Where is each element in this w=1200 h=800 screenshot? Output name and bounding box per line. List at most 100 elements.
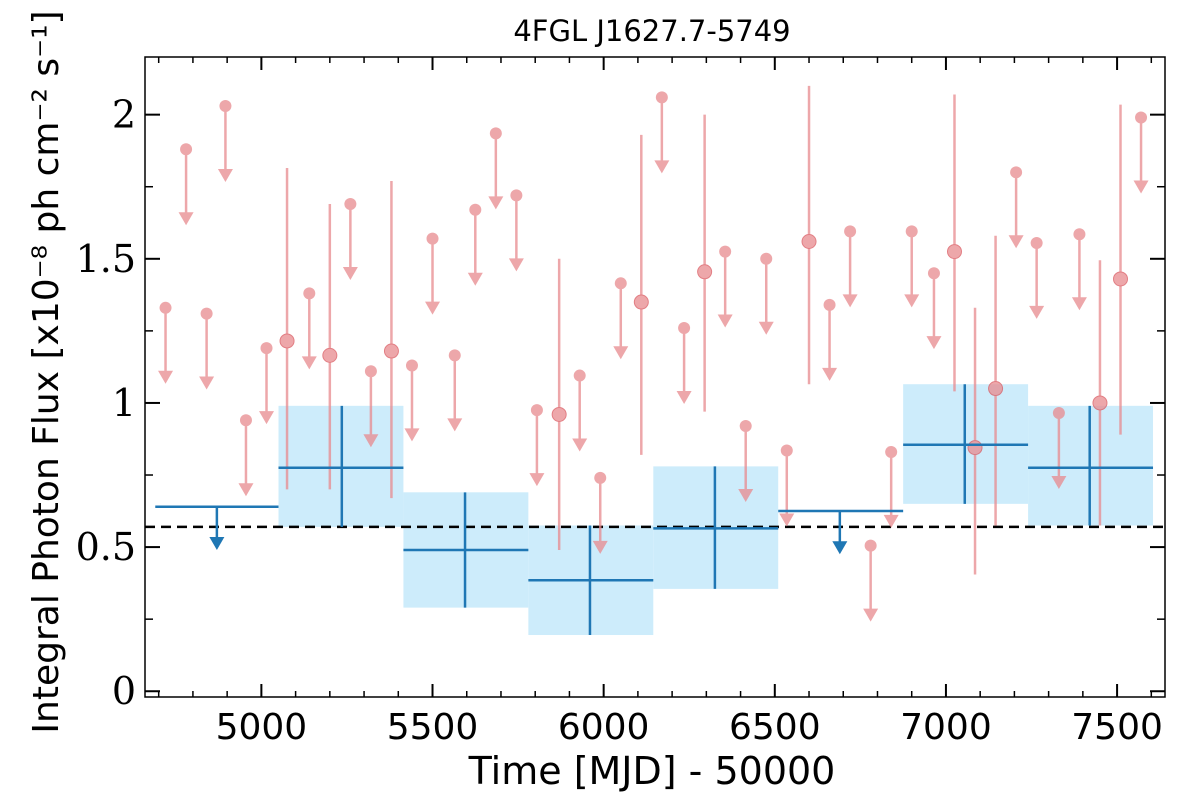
upper-limit-arrowhead	[1133, 180, 1149, 194]
upper-limit-arrowhead	[717, 314, 733, 328]
fine-bin-upper-limit	[613, 277, 629, 360]
fine-bin-upper-limit	[467, 203, 483, 286]
fine-bin-marker	[219, 100, 232, 113]
fine-bin-marker	[678, 321, 691, 334]
fine-bin-upper-limit	[717, 245, 733, 328]
upper-limit-arrowhead	[613, 346, 629, 360]
plot-frame	[144, 56, 1166, 698]
upper-limit-arrowhead	[209, 536, 225, 550]
fine-bin-upper-limit	[238, 414, 254, 497]
fine-bin-upper-limit	[425, 232, 441, 315]
fine-bin-marker	[719, 245, 732, 258]
fine-bin-upper-limit	[301, 287, 317, 370]
fine-bin-upper-limit	[822, 298, 838, 381]
upper-limit-arrowhead	[779, 513, 795, 527]
tick-labels: 5000 5500 6000 6500 7000 7500 0 0.5 1 1.5 2	[76, 93, 1163, 748]
fine-bin-upper-limit	[199, 307, 215, 390]
upper-limit-arrowhead	[363, 434, 379, 448]
upper-limit-arrowhead	[904, 294, 920, 308]
fine-bin-upper-limit	[508, 189, 524, 272]
fine-bin-marker	[530, 404, 543, 417]
upper-limit-arrowhead	[822, 367, 838, 381]
fine-bin-point	[988, 235, 1004, 526]
fine-bin-marker	[885, 445, 898, 458]
fine-bin-marker	[905, 225, 918, 238]
fine-bin-marker	[594, 471, 607, 484]
fine-bin-marker	[1030, 236, 1043, 249]
fine-bin-point	[946, 94, 962, 392]
upper-limit-arrowhead	[654, 160, 670, 174]
fine-bin-marker	[448, 349, 461, 362]
fine-bin-marker	[239, 414, 252, 427]
coarse-bin-point	[653, 466, 779, 589]
coarse-bin-point	[528, 525, 654, 636]
fine-bin-point	[383, 180, 399, 499]
fine-bin-upper-limit	[1008, 166, 1024, 249]
upper-limit-arrowhead	[842, 294, 858, 308]
fine-bin-marker	[303, 287, 316, 300]
coarse-bin-point	[903, 384, 1029, 504]
fine-bin-upper-limit	[1133, 111, 1149, 194]
fine-bin-upper-limit	[342, 198, 358, 280]
fine-bin-upper-limit	[738, 420, 754, 502]
fine-bin-marker	[844, 225, 857, 238]
plot-area	[145, 85, 1165, 636]
upper-limit-arrowhead	[217, 168, 233, 182]
upper-limit-arrowhead	[1029, 305, 1045, 319]
upper-limit-arrowhead	[738, 488, 754, 502]
fine-bin-upper-limit	[758, 252, 774, 335]
fine-bin-marker	[489, 127, 502, 140]
fine-bin-marker	[159, 301, 172, 314]
y-tick-label: 1.5	[76, 237, 136, 281]
fine-bin-marker	[573, 369, 586, 382]
fine-bin-upper-limit	[1071, 228, 1087, 311]
chart-title: 4FGL J1627.7-5749	[513, 14, 790, 48]
upper-limit-arrowhead	[425, 301, 441, 315]
coarse-bin-upper-limit	[155, 505, 279, 550]
fine-bin-marker	[864, 539, 877, 552]
fine-bin-point	[801, 85, 817, 385]
fine-bin-marker	[551, 406, 567, 422]
fine-bin-marker	[739, 420, 752, 433]
x-axis-label: Time [MJD] - 50000	[468, 749, 836, 793]
coarse-bin-point	[1028, 405, 1154, 526]
fine-bin-upper-limit	[842, 225, 858, 308]
fine-bin-upper-limit	[926, 267, 942, 350]
fine-bin-marker	[383, 343, 399, 359]
fine-bin-marker	[927, 267, 940, 280]
fine-bin-marker	[1073, 228, 1086, 241]
upper-limit-arrowhead	[342, 266, 358, 280]
upper-limit-arrowhead	[447, 418, 463, 432]
fine-bin-upper-limit	[259, 342, 275, 425]
fine-bin-upper-limit	[1029, 236, 1045, 319]
fine-bin-upper-limit	[1051, 407, 1067, 489]
fine-bin-upper-limit	[404, 359, 420, 442]
fine-bin-point	[1092, 260, 1108, 526]
y-tick-label: 0	[112, 669, 136, 713]
y-tick-label: 1	[112, 381, 136, 425]
upper-limit-arrowhead	[178, 212, 194, 226]
upper-limit-arrowhead	[863, 608, 879, 622]
fine-bin-upper-limit	[779, 444, 795, 527]
fine-bin-marker	[655, 91, 668, 104]
fine-bin-upper-limit	[863, 539, 879, 622]
fine-bin-marker	[510, 189, 523, 202]
upper-limit-arrowhead	[1008, 235, 1024, 249]
x-tick-label: 7000	[900, 707, 992, 748]
fine-bin-upper-limit	[883, 445, 899, 528]
coarse-bin-upper-limit	[778, 509, 904, 555]
fine-bin-point	[697, 114, 713, 412]
fine-bin-marker	[801, 234, 817, 250]
fine-bin-marker	[426, 232, 439, 245]
fine-bin-upper-limit	[363, 365, 379, 448]
y-axis-label: Integral Photon Flux [x10⁻⁸ ph cm⁻² s⁻¹]	[26, 10, 67, 733]
upper-limit-arrowhead	[1051, 475, 1067, 489]
fine-bin-upper-limit	[592, 471, 608, 554]
fine-bin-point	[279, 167, 295, 490]
fine-bin-marker	[967, 440, 983, 456]
upper-limit-arrowhead	[158, 370, 174, 384]
fine-bin-marker	[469, 203, 482, 216]
fine-bin-upper-limit	[676, 321, 692, 404]
fine-bin-upper-limit	[904, 225, 920, 308]
